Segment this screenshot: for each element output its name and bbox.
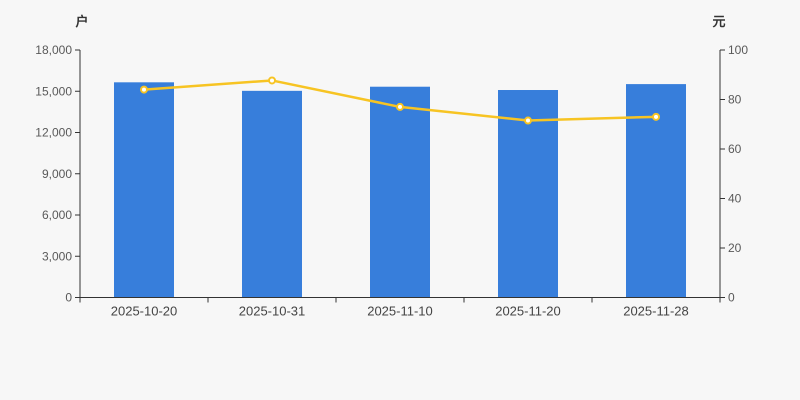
left-axis-tick-label: 9,000: [42, 167, 72, 181]
x-axis-category-label: 2025-10-31: [239, 304, 306, 319]
right-axis-tick-label: 100: [728, 43, 748, 57]
right-axis-name: 元: [712, 14, 726, 29]
x-axis-category-label: 2025-11-20: [495, 304, 561, 319]
bar[interactable]: [370, 86, 430, 298]
left-axis-tick-label: 15,000: [35, 84, 72, 98]
left-axis-tick-label: 3,000: [42, 249, 72, 263]
left-axis-tick-label: 0: [65, 291, 72, 305]
line-series-marker[interactable]: [140, 85, 148, 94]
right-axis-tick-label: 0: [728, 291, 735, 305]
left-axis-tick-label: 6,000: [42, 208, 72, 222]
line-series-marker[interactable]: [268, 76, 276, 85]
left-axis-tick-label: 18,000: [35, 43, 72, 57]
x-axis-category-label: 2025-11-28: [623, 304, 689, 319]
left-axis-tick-label: 12,000: [35, 126, 72, 140]
x-axis-category-label: 2025-10-20: [111, 304, 178, 319]
right-axis-tick-label: 60: [728, 142, 742, 156]
x-axis-category-label: 2025-11-10: [367, 304, 433, 319]
bar[interactable]: [114, 82, 174, 298]
right-axis-tick-label: 80: [728, 93, 742, 107]
line-series-marker[interactable]: [396, 102, 404, 111]
right-axis-tick-label: 40: [728, 192, 742, 206]
bar[interactable]: [498, 90, 558, 298]
line-series-marker[interactable]: [524, 116, 532, 125]
left-axis-name: 户: [75, 14, 89, 29]
line-series-marker[interactable]: [652, 112, 660, 121]
bar[interactable]: [242, 90, 302, 298]
right-axis-tick-label: 20: [728, 241, 742, 255]
